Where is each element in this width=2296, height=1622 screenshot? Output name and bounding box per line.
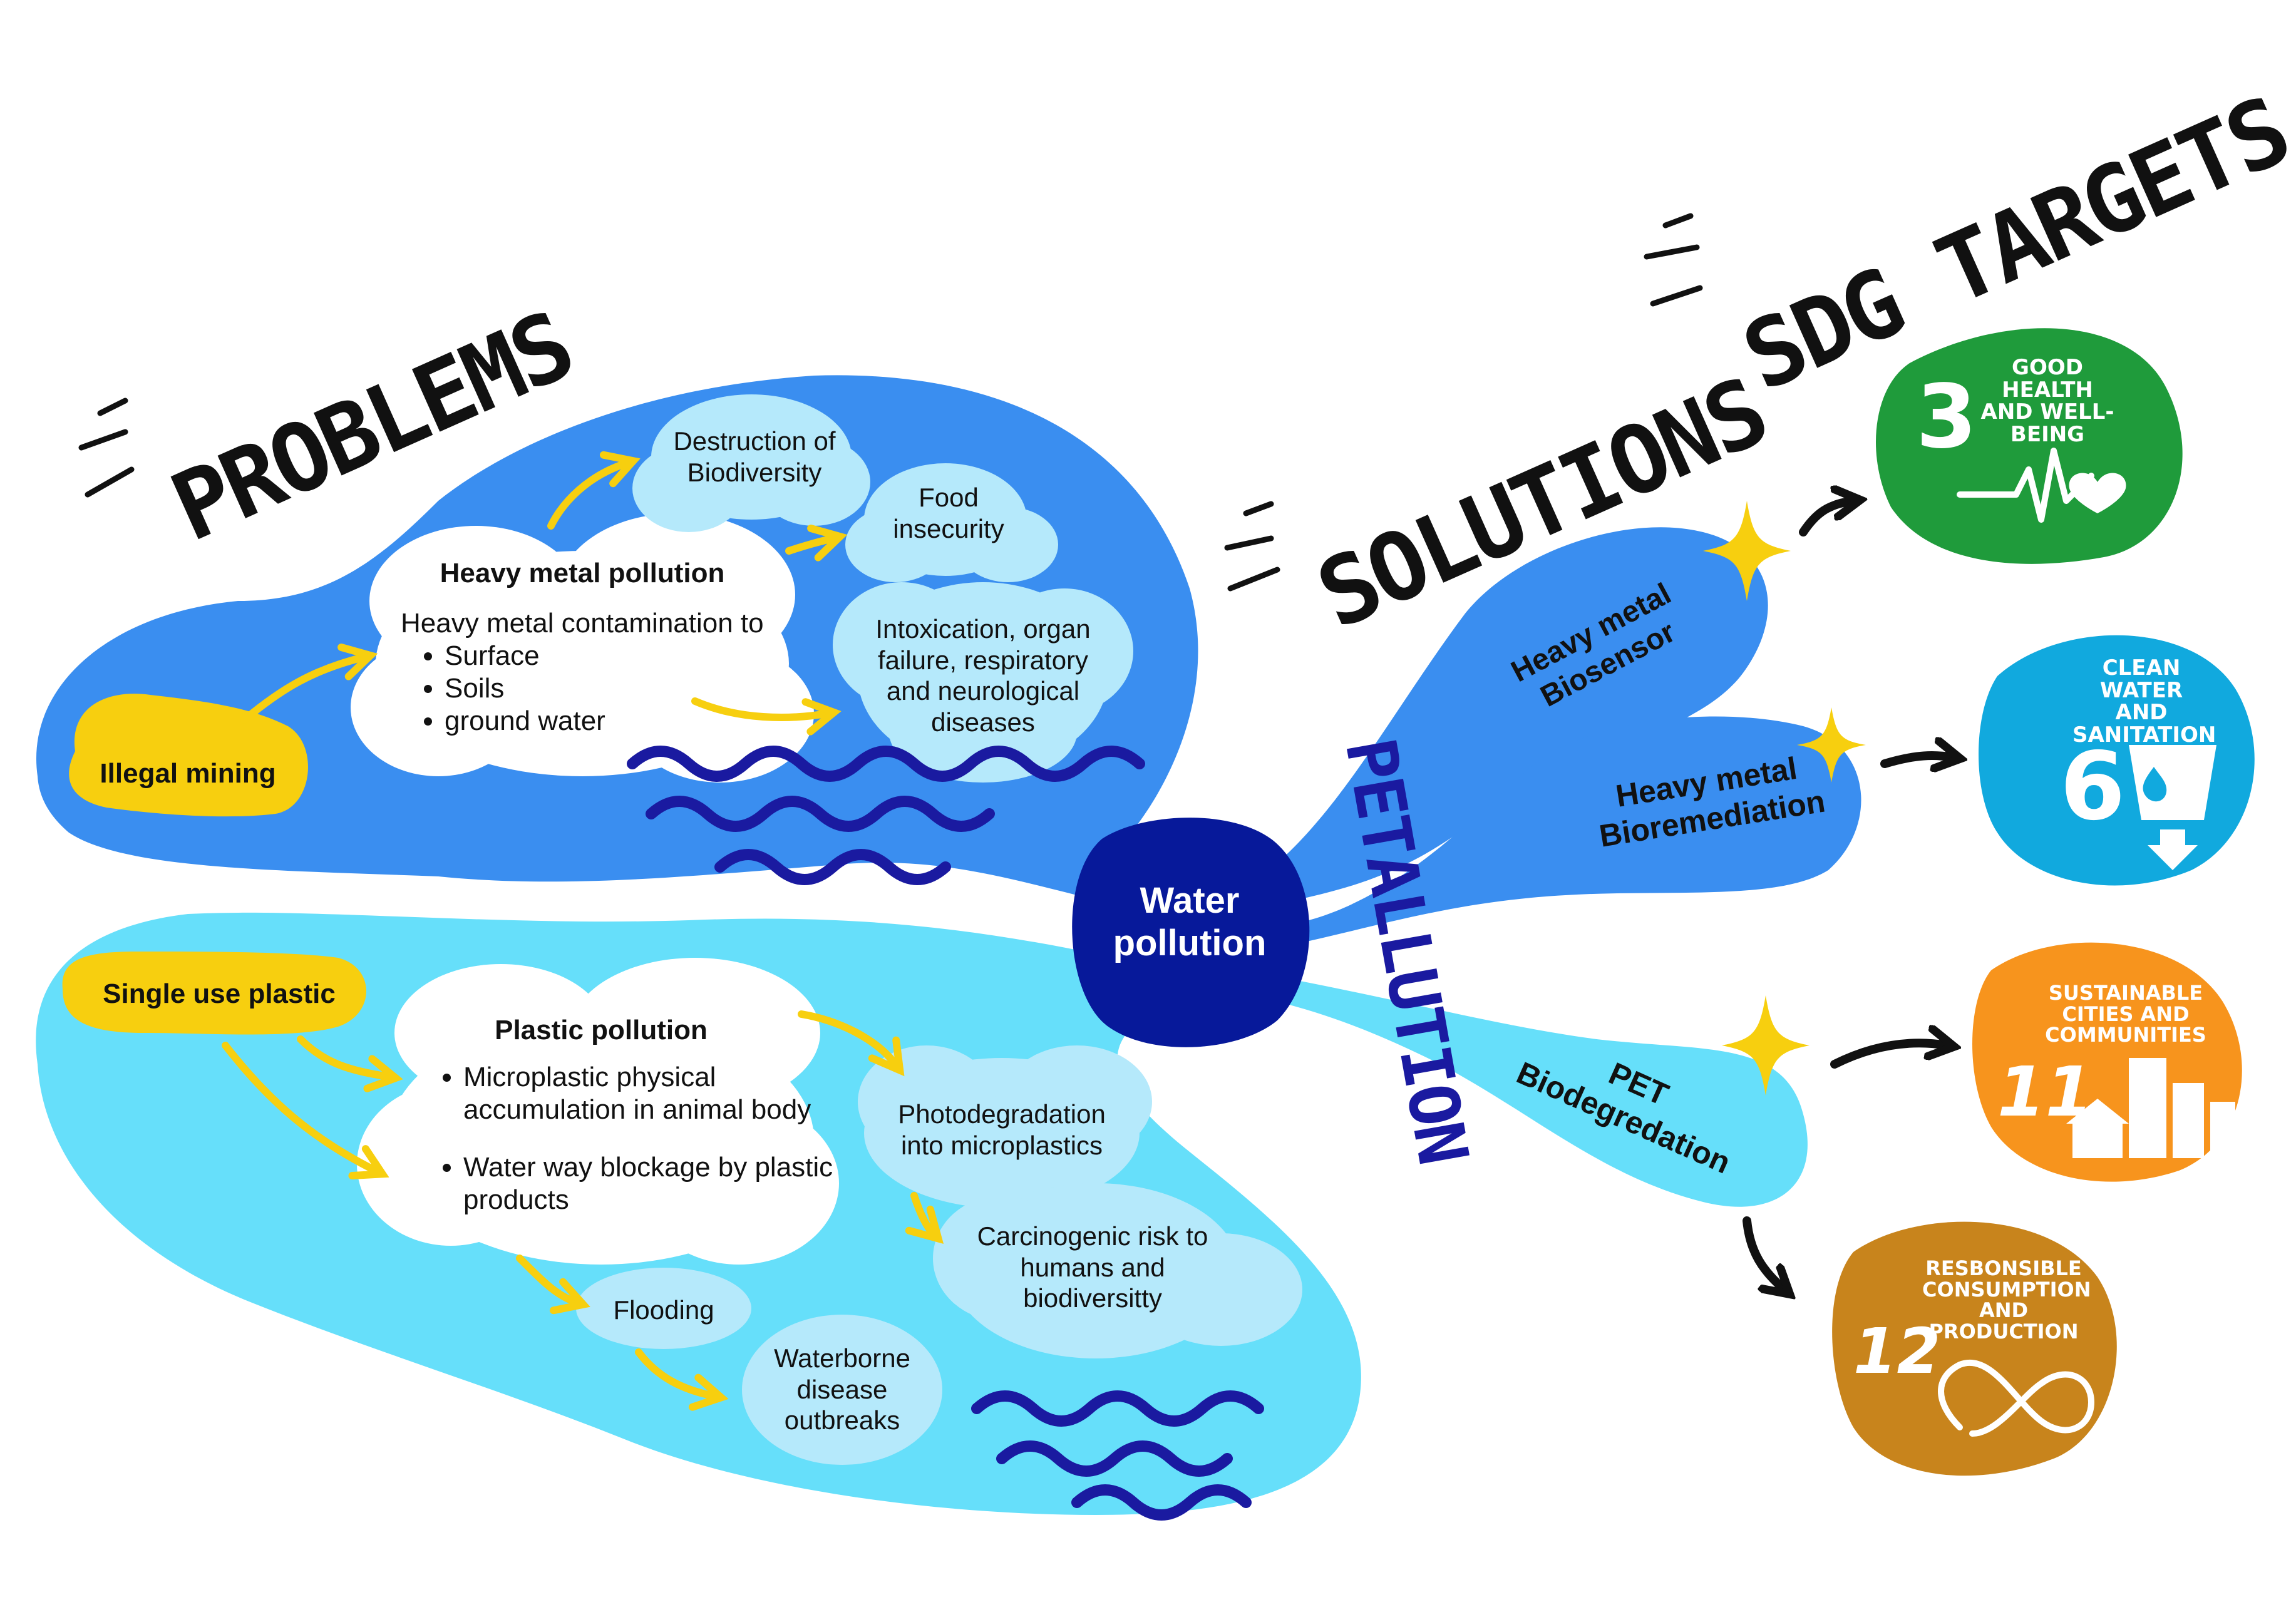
wave-icon	[1071, 1484, 1252, 1521]
single-use-plastic-blob	[62, 952, 366, 1035]
arrow-to-photodegradation	[798, 1010, 905, 1077]
illegal-mining-label: Illegal mining	[100, 758, 276, 789]
biodegradation-blob	[1277, 977, 1808, 1207]
food-insecurity-cloud	[845, 463, 1058, 582]
sparkle-icon	[1722, 995, 1810, 1096]
illegal-mining-blob	[69, 694, 309, 817]
arrow-plastic-to-pollution-1	[297, 1035, 403, 1092]
heavy-metal-title: Heavy metal pollution	[440, 558, 725, 588]
effect-photodegradation: Photodegradation into microplastics	[898, 1099, 1106, 1160]
biodiversity-cloud	[632, 394, 870, 532]
effect-waterborne: Waterborne disease outbreaks	[774, 1343, 910, 1435]
bullet-soils: Soils	[445, 672, 801, 705]
sparkle-icon	[1703, 501, 1791, 601]
heart-icon	[2069, 473, 2126, 513]
wave-icon	[714, 849, 951, 885]
waterborne-cloud	[742, 1315, 942, 1465]
bullet-surface: Surface	[445, 640, 801, 672]
effect-carcinogenic: Carcinogenic risk to humans and biodiver…	[977, 1221, 1208, 1313]
sdg3-number: 3	[1916, 366, 1977, 468]
arrow-to-carcinogenic	[905, 1192, 944, 1245]
arrow-to-waterborne	[635, 1348, 729, 1411]
effect-flooding: Flooding	[613, 1295, 714, 1325]
arrow-to-flooding	[516, 1255, 590, 1315]
wave-icon	[627, 746, 1145, 782]
infinity-icon	[1938, 1360, 2094, 1437]
heavy-metal-cloud	[351, 513, 814, 783]
plastic-cloud	[357, 958, 839, 1265]
sdg12-number: 12	[1853, 1315, 1941, 1388]
sdg6-number: 6	[2060, 732, 2126, 841]
sdg12-tile	[1832, 1221, 2117, 1476]
arrow-to-sdg3	[1799, 501, 1853, 536]
city-icon	[2066, 1058, 2235, 1158]
wave-icon	[996, 1440, 1233, 1477]
sdg3-title: GOOD HEALTH AND WELL-BEING	[1980, 355, 2114, 448]
arrow-to-biodiversity	[547, 451, 641, 530]
bullet-ground-water: ground water	[445, 705, 801, 737]
center-label: Water pollution	[1113, 880, 1267, 964]
heartbeat-icon	[1957, 448, 2094, 523]
wave-icon	[971, 1390, 1264, 1427]
arrow-plastic-to-pollution-2	[222, 1042, 389, 1180]
center-blob	[1072, 818, 1310, 1047]
heavy-metal-description: Heavy metal contamination to Surface Soi…	[401, 607, 801, 737]
sdg11-title: SUSTAINABLE CITIES AND COMMUNITIES	[2045, 981, 2206, 1047]
sdg6-title: CLEAN WATER AND SANITATION	[2072, 655, 2216, 748]
intoxication-cloud	[833, 582, 1133, 783]
sparkle-icon	[1797, 707, 1866, 783]
biosensor-blob	[1252, 527, 1768, 901]
bullet-microplastic: Microplastic physical accumulation in an…	[463, 1061, 839, 1126]
effect-intoxication: Intoxication, organ failure, respiratory…	[875, 614, 1091, 737]
single-use-plastic-label: Single use plastic	[103, 978, 336, 1009]
arrow-to-food	[785, 524, 848, 562]
arrow-to-sdg11	[1830, 1043, 1947, 1069]
flooding-cloud	[576, 1268, 751, 1349]
bullet-waterway: Water way blockage by plastic products	[463, 1151, 839, 1216]
arrow-to-intoxication	[691, 697, 842, 736]
effect-biodiversity: Destruction of Biodiversity	[673, 426, 836, 487]
carcinogenic-cloud	[933, 1183, 1302, 1358]
wave-icon	[646, 796, 995, 832]
plastic-pollution-title: Plastic pollution	[495, 1015, 708, 1045]
arrow-mining-to-pollution	[240, 643, 378, 724]
plastic-description: Microplastic physical accumulation in an…	[401, 1061, 839, 1216]
arrow-to-sdg6	[1880, 756, 1954, 764]
bioremediation-blob	[1277, 716, 1861, 945]
effect-food-insecurity: Food insecurity	[893, 483, 1004, 543]
sdg11-number: 11	[1997, 1052, 2094, 1132]
arrow-to-sdg12	[1743, 1216, 1784, 1290]
sdg6-tile	[1979, 635, 2255, 886]
water-glass-icon	[2129, 745, 2216, 820]
sdg12-title: RESBONSIBLE CONSUMPTION AND PRODUCTION	[1922, 1256, 2091, 1343]
heavy-metal-intro: Heavy metal contamination to	[401, 608, 764, 639]
